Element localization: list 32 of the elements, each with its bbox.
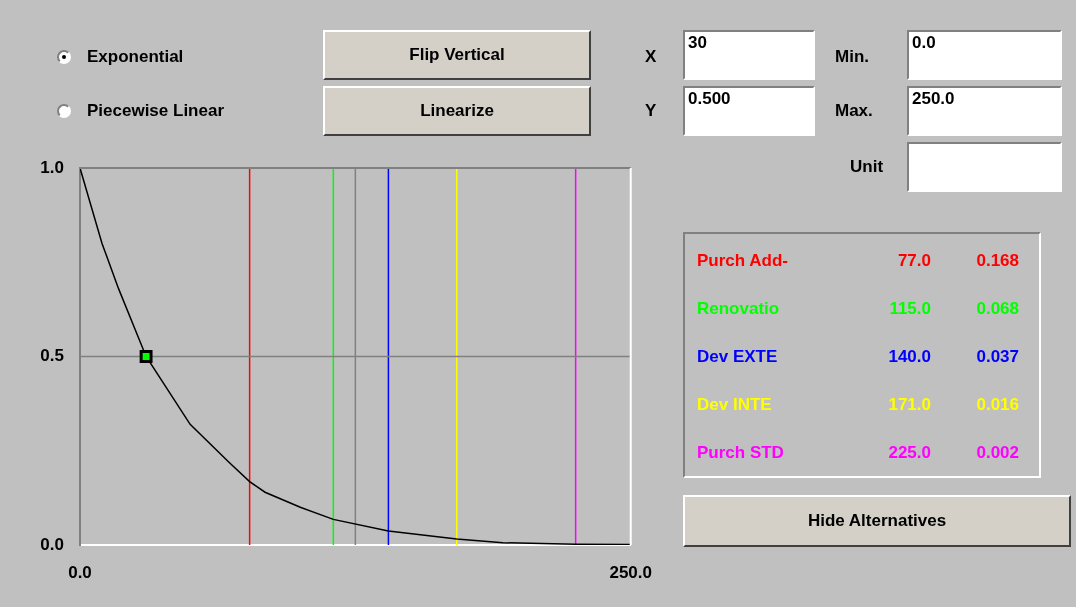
text: X: [645, 47, 657, 67]
text: 225.0: [888, 443, 931, 463]
text: Max.: [835, 101, 873, 121]
text: 30: [683, 30, 815, 80]
text: 0.016: [976, 395, 1019, 415]
y-tick-label: 0.5: [40, 346, 64, 366]
ref-line-label: Dev EXTE: [697, 347, 778, 367]
text: Flip Vertical: [323, 30, 591, 80]
ref-line-label: Renovatio: [697, 299, 780, 319]
text: 77.0: [897, 251, 931, 271]
text: 0.500: [683, 86, 815, 136]
text: 0.002: [976, 443, 1019, 463]
text: 171.0: [888, 395, 931, 415]
text: 250.0: [907, 86, 1062, 136]
text: Linearize: [323, 86, 591, 136]
text: Hide Alternatives: [683, 495, 1071, 547]
ref-line-label: Purch STD: [697, 443, 784, 463]
text: 0.168: [976, 251, 1019, 271]
text: 0.068: [976, 299, 1019, 319]
text: Piecewise Linear: [87, 101, 225, 121]
ref-line-label: Dev INTE: [697, 395, 772, 415]
text: Y: [645, 101, 657, 121]
text: Unit: [850, 157, 884, 177]
y-tick-label: 1.0: [40, 157, 64, 177]
ref-line-label: Purch Add-: [697, 251, 788, 271]
text: Exponential: [87, 47, 184, 67]
y-tick-label: 0.0: [40, 534, 64, 554]
text: Min.: [835, 47, 869, 67]
text: 0.0: [907, 30, 1062, 80]
text: 0.037: [976, 347, 1019, 367]
text: 115.0: [889, 299, 931, 319]
text: 140.0: [888, 347, 931, 367]
